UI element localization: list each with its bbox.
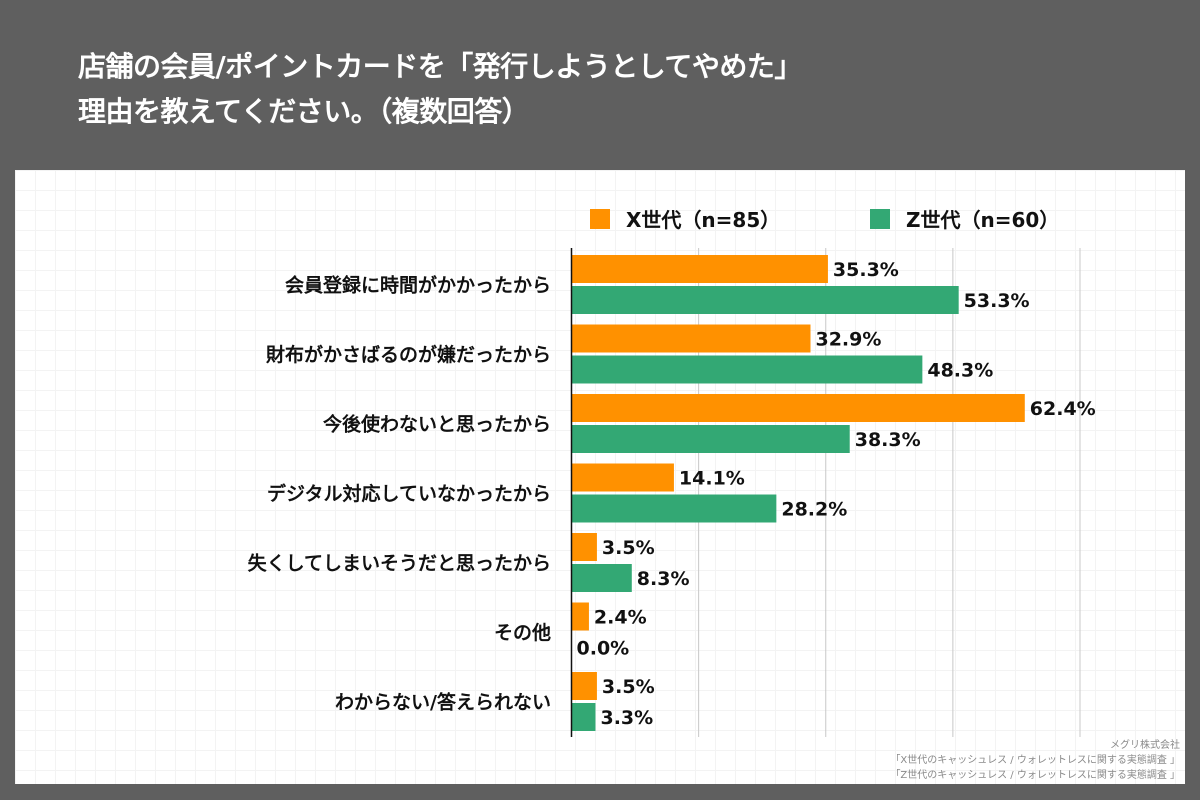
title-line-1: 店舗の会員/ポイントカードを「発行しようとしてやめた」 [78, 50, 802, 83]
value-label: 53.3% [964, 290, 1030, 312]
source-note: メグリ株式会社 「X世代のキャッシュレス / ウォレットレスに関する実態調査 」… [890, 738, 1180, 783]
bar-x-generation [571, 672, 597, 700]
value-label: 38.3% [855, 429, 921, 451]
value-label: 3.5% [602, 537, 655, 559]
category-labels: 会員登録に時間がかかったから財布がかさばるのが嫌だったから今後使わないと思ったか… [248, 274, 551, 714]
value-label: 32.9% [815, 329, 881, 351]
legend: X世代（n=85） Z世代（n=60） [590, 208, 1059, 232]
category-label: 今後使わないと思ったから [322, 413, 551, 436]
legend-label-x-generation: X世代（n=85） [626, 208, 780, 232]
bar-z-generation [571, 425, 850, 453]
gridlines [698, 248, 1081, 737]
category-label: わからない/答えられない [335, 691, 551, 714]
value-label: 14.1% [679, 468, 745, 490]
category-label: デジタル対応していなかったから [267, 482, 551, 505]
bars [571, 255, 1025, 731]
value-label: 3.5% [602, 676, 655, 698]
value-label: 0.0% [577, 638, 630, 660]
value-label: 62.4% [1030, 398, 1096, 420]
value-label: 35.3% [833, 259, 899, 281]
value-label: 28.2% [781, 499, 847, 521]
value-labels: 35.3% 53.3% 32.9% 48.3% 62.4% 38.3% 14.1% 28.2%… [577, 259, 1096, 729]
bar-x-generation [571, 324, 811, 353]
source-survey-x: 「X世代のキャッシュレス / ウォレットレスに関する実態調査 」 [890, 755, 1180, 766]
legend-label-z-generation: Z世代（n=60） [906, 208, 1059, 232]
chart-title: 店舗の会員/ポイントカードを「発行しようとしてやめた」 理由を教えてください。（… [78, 44, 802, 134]
value-label: 2.4% [594, 607, 647, 629]
bar-z-generation [571, 286, 959, 314]
bar-x-generation [571, 255, 828, 283]
category-label: 財布がかさばるのが嫌だったから [266, 343, 551, 366]
bar-z-generation [571, 494, 777, 523]
value-label: 8.3% [637, 568, 690, 590]
category-label: その他 [494, 621, 551, 644]
bar-z-generation [571, 355, 923, 384]
bar-x-generation [571, 602, 589, 631]
bar-x-generation [571, 533, 597, 561]
value-label: 48.3% [927, 360, 993, 382]
legend-swatch-x-generation [590, 209, 610, 229]
source-company: メグリ株式会社 [1110, 740, 1180, 751]
legend-swatch-z-generation [870, 209, 890, 229]
source-survey-z: 「Z世代のキャッシュレス / ウォレットレスに関する実態調査 」 [890, 770, 1180, 781]
bar-x-generation [571, 394, 1025, 422]
bar-z-generation [571, 703, 596, 731]
category-label: 失くしてしまいそうだと思ったから [248, 552, 551, 575]
value-label: 3.3% [600, 707, 653, 729]
category-label: 会員登録に時間がかかったから [285, 274, 551, 297]
title-line-2: 理由を教えてください。（複数回答） [78, 95, 530, 128]
bar-x-generation [571, 463, 674, 492]
bar-z-generation [571, 564, 632, 592]
